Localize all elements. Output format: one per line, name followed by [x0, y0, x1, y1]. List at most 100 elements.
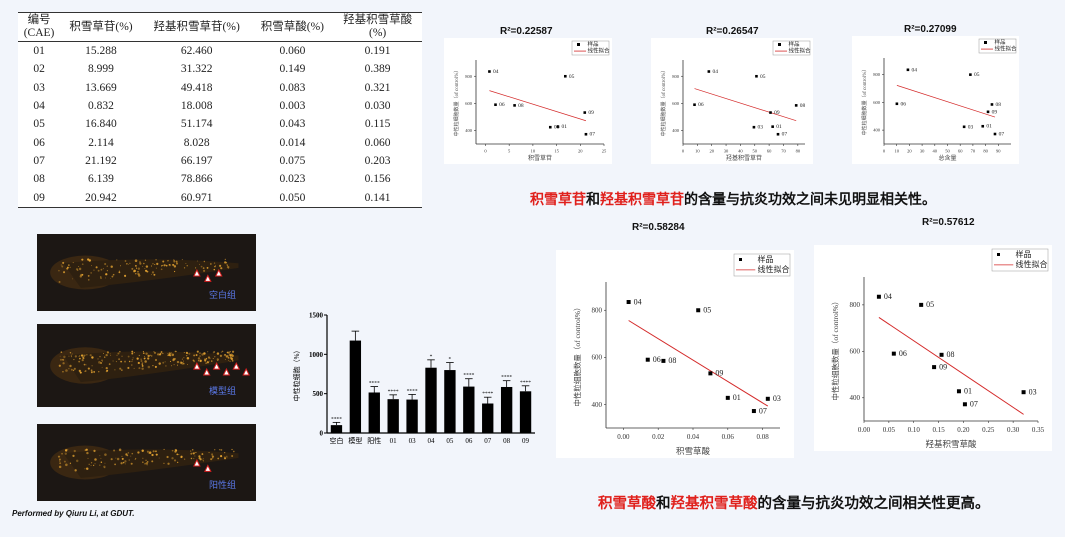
x-tick-label: 5: [508, 149, 511, 154]
x-tick-label: 60: [958, 149, 963, 154]
point-label: 05: [760, 74, 766, 80]
table-cell: 0.389: [364, 63, 391, 76]
fluorescent-cell: [69, 352, 72, 354]
fluorescent-cell: [153, 351, 155, 353]
fluorescent-cell: [63, 460, 66, 463]
caption-bottom: 积雪草酸和羟基积雪草酸的含量与抗炎功效之间相关性更高。: [598, 496, 990, 512]
x-tick-label: 0: [883, 149, 886, 154]
x-tick-label: 08: [503, 437, 511, 445]
fluorescent-cell: [199, 263, 200, 265]
fluorescent-cell: [231, 359, 234, 362]
fluorescent-cell: [186, 265, 188, 267]
table-row: 02 8.999 31.322 0.149 0.389: [18, 60, 422, 78]
x-axis-label: 积雪草酸: [676, 446, 711, 456]
point-label: 01: [964, 387, 972, 396]
point-label: 03: [554, 125, 560, 131]
x-axis-label: 羟基积雪草酸: [925, 439, 977, 449]
bar-01: [387, 399, 399, 433]
point-label: 09: [774, 110, 780, 116]
fluorescent-cell: [72, 454, 75, 457]
fluorescent-cell: [73, 367, 76, 370]
fit-line: [694, 88, 797, 122]
data-point-08: [939, 352, 944, 357]
point-label: 07: [590, 132, 596, 138]
fluorescent-cell: [90, 462, 93, 464]
fluorescent-cell: [141, 363, 143, 365]
y-axis-label: 中性粒细胞数量（of control%）: [830, 297, 840, 400]
fluorescent-cell: [147, 357, 150, 360]
fluorescent-cell: [218, 449, 221, 451]
fluorescent-cell: [211, 453, 213, 455]
fluorescent-cell: [67, 448, 69, 450]
table-cell: 0.156: [364, 173, 391, 186]
fluorescent-cell: [136, 268, 137, 270]
data-point-05: [969, 73, 972, 76]
fluorescent-cell: [154, 351, 156, 354]
fluorescent-cell: [93, 464, 95, 466]
fluorescent-cell: [105, 370, 108, 373]
table-row: 05 16.840 51.174 0.043 0.115: [18, 115, 422, 133]
fluorescent-cell: [142, 457, 144, 459]
fluorescent-cell: [154, 365, 157, 368]
fluorescent-cell: [216, 358, 219, 361]
table-cell: 78.866: [180, 173, 213, 186]
table-cell: 13.669: [85, 81, 117, 94]
legend: [733, 253, 791, 277]
fluorescent-cell: [139, 262, 142, 265]
fluorescent-cell: [102, 353, 104, 354]
y-tick-label: 400: [592, 401, 603, 409]
fluorescent-cell: [110, 277, 111, 279]
fluorescent-cell: [224, 353, 227, 356]
fluorescent-cell: [127, 355, 130, 358]
data-point-04: [876, 294, 881, 299]
fluorescent-cell: [87, 275, 90, 277]
fluorescent-cell: [231, 448, 233, 451]
fluorescent-cell: [87, 367, 90, 370]
fluorescent-cell: [99, 355, 101, 358]
fluorescent-cell: [229, 350, 231, 352]
fluorescent-cell: [224, 258, 227, 261]
fluorescent-cell: [93, 449, 96, 453]
fluorescent-cell: [197, 357, 201, 360]
fluorescent-cell: [124, 460, 127, 463]
x-axis-label: 羟基积雪草苷: [726, 154, 762, 162]
chart1-title: R²=0.22587: [500, 26, 553, 37]
fluorescent-cell: [228, 354, 230, 356]
y-tick-label: 400: [465, 128, 473, 133]
data-point-08: [661, 358, 666, 363]
x-tick-label: 50: [753, 149, 758, 154]
fluorescent-cell: [164, 361, 166, 363]
fluorescent-cell: [85, 448, 88, 451]
fish-body: [63, 351, 239, 383]
x-tick-label: 06: [465, 437, 473, 445]
data-point-01: [556, 125, 560, 128]
fluorescent-cell: [73, 359, 75, 361]
fit-line: [878, 317, 1024, 415]
y-tick-label: 800: [592, 307, 603, 315]
fluorescent-cell: [156, 262, 159, 266]
bar-04: [425, 367, 437, 433]
fluorescent-cell: [78, 355, 80, 358]
fluorescent-cell: [230, 353, 233, 357]
table-cell: 21.192: [85, 154, 117, 167]
fluorescent-cell: [111, 275, 114, 278]
fluorescent-cell: [144, 356, 145, 358]
fluorescent-cell: [134, 458, 136, 460]
fluorescent-cell: [73, 449, 76, 453]
fluorescent-cell: [136, 273, 139, 275]
fluorescent-cell: [141, 362, 144, 364]
y-tick-label: 800: [465, 74, 473, 79]
fluorescent-cell: [91, 265, 92, 267]
fluorescent-cell: [104, 467, 106, 469]
fluorescent-cell: [97, 358, 99, 360]
fluorescent-cell: [98, 370, 100, 373]
fluorescent-cell: [125, 453, 128, 456]
column-header: 积雪草酸(%): [251, 12, 334, 42]
fluorescent-cell: [61, 359, 63, 361]
fluorescent-cell: [224, 457, 226, 460]
fluorescent-cell: [185, 351, 188, 355]
significance-label: ****: [501, 375, 512, 381]
table-cell: 05: [33, 118, 45, 131]
fluorescent-cell: [176, 360, 180, 364]
fluorescent-cell: [106, 351, 109, 354]
